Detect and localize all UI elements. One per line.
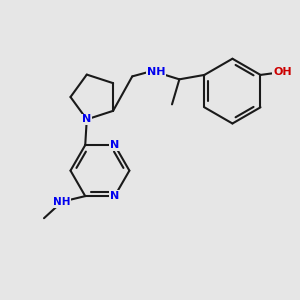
Text: OH: OH — [273, 67, 292, 77]
Text: N: N — [110, 191, 119, 201]
Text: NH: NH — [53, 197, 70, 207]
Text: NH: NH — [147, 67, 165, 77]
Text: N: N — [110, 140, 119, 150]
Text: N: N — [82, 114, 92, 124]
